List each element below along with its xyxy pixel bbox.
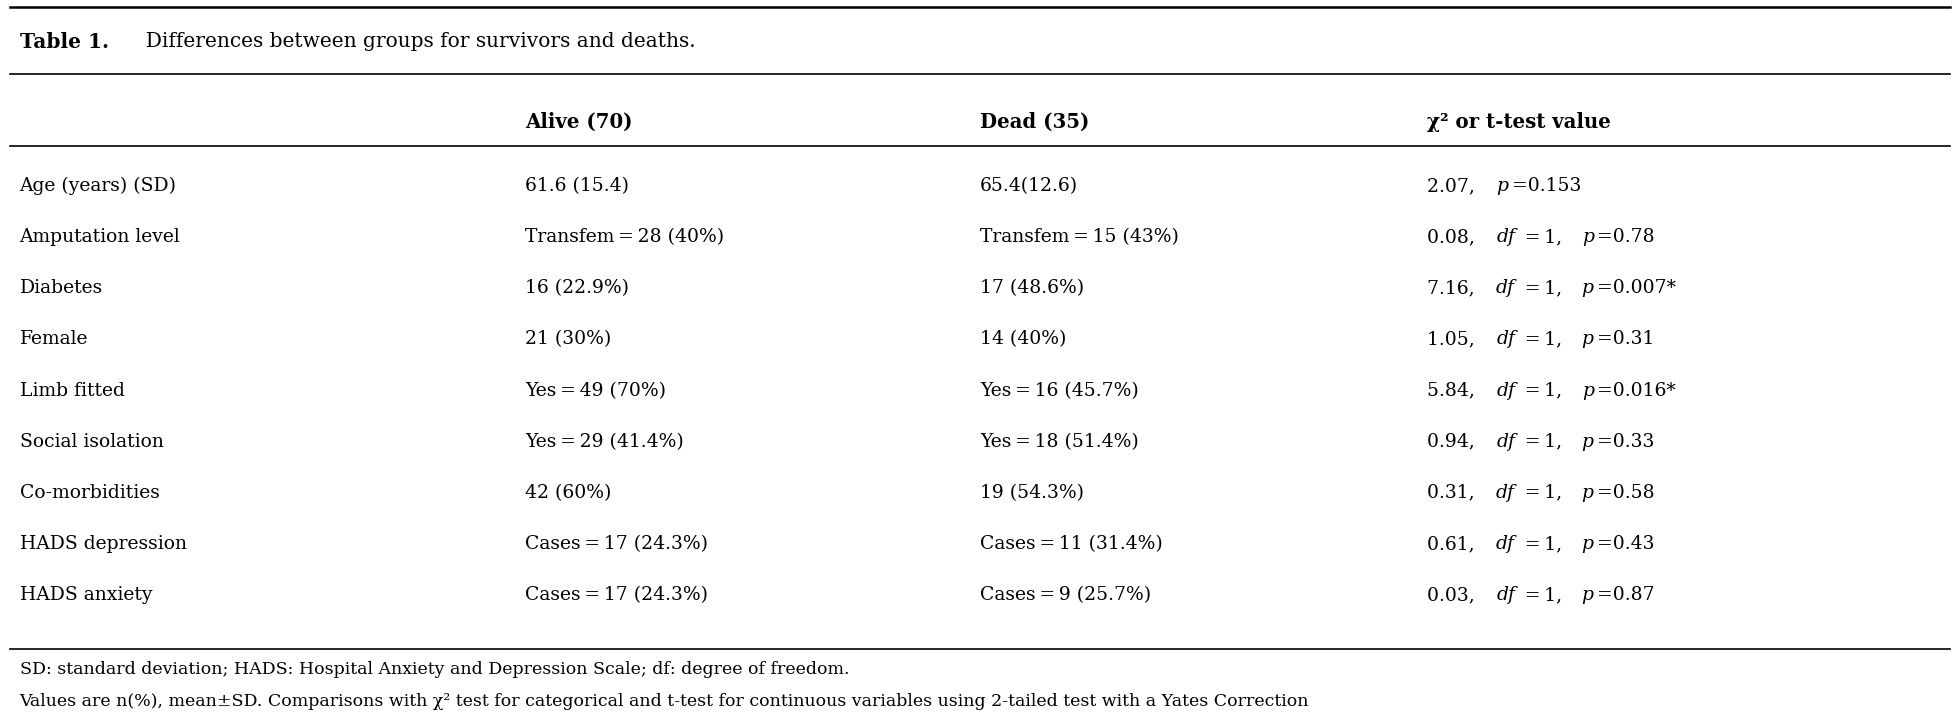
Text: = 1,: = 1, — [1521, 586, 1568, 604]
Text: = 1,: = 1, — [1521, 228, 1568, 246]
Text: =0.87: =0.87 — [1597, 586, 1654, 604]
Text: Yes = 18 (51.4%): Yes = 18 (51.4%) — [980, 433, 1139, 451]
Text: 19 (54.3%): 19 (54.3%) — [980, 484, 1084, 502]
Text: df: df — [1495, 484, 1515, 502]
Text: 0.31,: 0.31, — [1427, 484, 1480, 502]
Text: p: p — [1495, 177, 1509, 195]
Text: =0.43: =0.43 — [1597, 535, 1654, 553]
Text: =0.016*: =0.016* — [1597, 382, 1676, 400]
Text: 65.4(12.6): 65.4(12.6) — [980, 177, 1078, 195]
Text: Dead (35): Dead (35) — [980, 112, 1090, 132]
Text: =0.78: =0.78 — [1597, 228, 1654, 246]
Text: =0.33: =0.33 — [1597, 433, 1654, 451]
Text: HADS depression: HADS depression — [20, 535, 186, 553]
Text: Transfem = 28 (40%): Transfem = 28 (40%) — [525, 228, 725, 246]
Text: SD: standard deviation; HADS: Hospital Anxiety and Depression Scale; df: degree : SD: standard deviation; HADS: Hospital A… — [20, 661, 849, 678]
Text: 61.6 (15.4): 61.6 (15.4) — [525, 177, 629, 195]
Text: = 1,: = 1, — [1521, 330, 1568, 348]
Text: Female: Female — [20, 330, 88, 348]
Text: Alive (70): Alive (70) — [525, 112, 633, 132]
Text: =0.58: =0.58 — [1597, 484, 1654, 502]
Text: p: p — [1582, 586, 1593, 604]
Text: 2.07,: 2.07, — [1427, 177, 1480, 195]
Text: Differences between groups for survivors and deaths.: Differences between groups for survivors… — [133, 32, 696, 50]
Text: 17 (48.6%): 17 (48.6%) — [980, 279, 1084, 297]
Text: Cases = 17 (24.3%): Cases = 17 (24.3%) — [525, 586, 708, 604]
Text: HADS anxiety: HADS anxiety — [20, 586, 153, 604]
Text: 16 (22.9%): 16 (22.9%) — [525, 279, 629, 297]
Text: =0.007*: =0.007* — [1597, 279, 1676, 297]
Text: Cases = 11 (31.4%): Cases = 11 (31.4%) — [980, 535, 1162, 553]
Text: 42 (60%): 42 (60%) — [525, 484, 612, 502]
Text: Limb fitted: Limb fitted — [20, 382, 125, 400]
Text: 0.03,: 0.03, — [1427, 586, 1480, 604]
Text: = 1,: = 1, — [1521, 279, 1568, 297]
Text: df: df — [1495, 228, 1515, 246]
Text: = 1,: = 1, — [1521, 535, 1568, 553]
Text: =0.31: =0.31 — [1597, 330, 1654, 348]
Text: p: p — [1582, 279, 1593, 297]
Text: p: p — [1582, 433, 1593, 451]
Text: Cases = 9 (25.7%): Cases = 9 (25.7%) — [980, 586, 1151, 604]
Text: p: p — [1582, 535, 1593, 553]
Text: df: df — [1495, 535, 1515, 553]
Text: = 1,: = 1, — [1521, 484, 1568, 502]
Text: p: p — [1582, 382, 1593, 400]
Text: 0.61,: 0.61, — [1427, 535, 1480, 553]
Text: Cases = 17 (24.3%): Cases = 17 (24.3%) — [525, 535, 708, 553]
Text: = 1,: = 1, — [1521, 382, 1568, 400]
Text: 0.08,: 0.08, — [1427, 228, 1480, 246]
Text: Table 1.: Table 1. — [20, 32, 108, 52]
Text: Social isolation: Social isolation — [20, 433, 163, 451]
Text: 14 (40%): 14 (40%) — [980, 330, 1066, 348]
Text: 5.84,: 5.84, — [1427, 382, 1480, 400]
Text: df: df — [1495, 330, 1515, 348]
Text: Age (years) (SD): Age (years) (SD) — [20, 177, 176, 195]
Text: df: df — [1495, 279, 1515, 297]
Text: χ² or t-test value: χ² or t-test value — [1427, 112, 1611, 132]
Text: p: p — [1582, 484, 1593, 502]
Text: =0.153: =0.153 — [1511, 177, 1582, 195]
Text: df: df — [1495, 586, 1515, 604]
Text: df: df — [1495, 433, 1515, 451]
Text: 0.94,: 0.94, — [1427, 433, 1480, 451]
Text: Transfem = 15 (43%): Transfem = 15 (43%) — [980, 228, 1178, 246]
Text: p: p — [1582, 228, 1593, 246]
Text: 7.16,: 7.16, — [1427, 279, 1480, 297]
Text: df: df — [1495, 382, 1515, 400]
Text: Yes = 16 (45.7%): Yes = 16 (45.7%) — [980, 382, 1139, 400]
Text: Yes = 49 (70%): Yes = 49 (70%) — [525, 382, 666, 400]
Text: p: p — [1582, 330, 1593, 348]
Text: 1.05,: 1.05, — [1427, 330, 1480, 348]
Text: 21 (30%): 21 (30%) — [525, 330, 612, 348]
Text: Co-morbidities: Co-morbidities — [20, 484, 159, 502]
Text: Values are n(%), mean±SD. Comparisons with χ² test for categorical and t-test fo: Values are n(%), mean±SD. Comparisons wi… — [20, 693, 1309, 710]
Text: Amputation level: Amputation level — [20, 228, 180, 246]
Text: Diabetes: Diabetes — [20, 279, 102, 297]
Text: = 1,: = 1, — [1521, 433, 1568, 451]
Text: Yes = 29 (41.4%): Yes = 29 (41.4%) — [525, 433, 684, 451]
